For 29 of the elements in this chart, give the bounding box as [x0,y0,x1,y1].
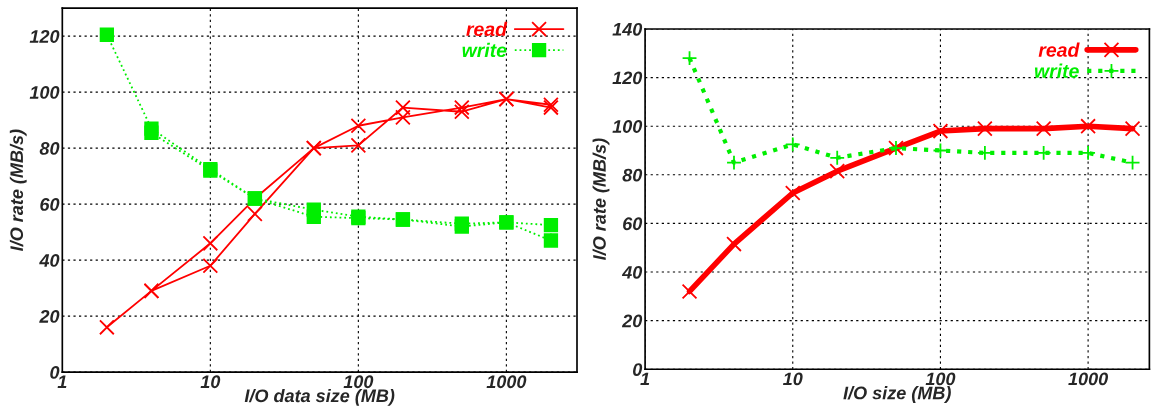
x-tick-label: 1 [640,372,650,386]
y-tick-label: 20 [621,314,643,328]
y-axis-title: I/O rate (MB/s) [592,138,610,260]
x-tick-label: 10 [200,375,221,389]
y-tick-label: 100 [612,120,643,133]
legend-label: write [1034,63,1079,78]
y-tick-label: 80 [39,142,60,155]
x-tick-label: 100 [925,372,956,386]
y-tick-label: 140 [612,22,643,36]
legend-label: write [462,42,507,58]
legend-label: read [466,21,508,37]
y-tick-label: 60 [623,217,643,231]
y-tick-label: 40 [39,254,60,267]
y-tick-label: 100 [29,86,60,99]
y-tick-label: 120 [29,30,60,43]
y-tick-label: 40 [621,265,643,279]
x-axis-title: I/O size (MB) [843,386,951,403]
x-tick-label: 10 [783,372,803,386]
x-tick-label: 1000 [486,375,527,389]
y-tick-label: 0 [633,363,643,376]
x-tick-label: 1000 [1068,372,1109,386]
y-tick-label: 80 [622,168,643,182]
y-tick-label: 20 [39,310,60,323]
x-axis-title: I/O data size (MB) [244,388,395,406]
y-axis-title: I/O rate (MB/s) [9,129,27,251]
y-tick-label: 120 [612,71,643,85]
legend-label: read [1038,42,1080,57]
y-tick-label: 60 [40,198,60,211]
x-tick-label: 100 [343,375,374,389]
